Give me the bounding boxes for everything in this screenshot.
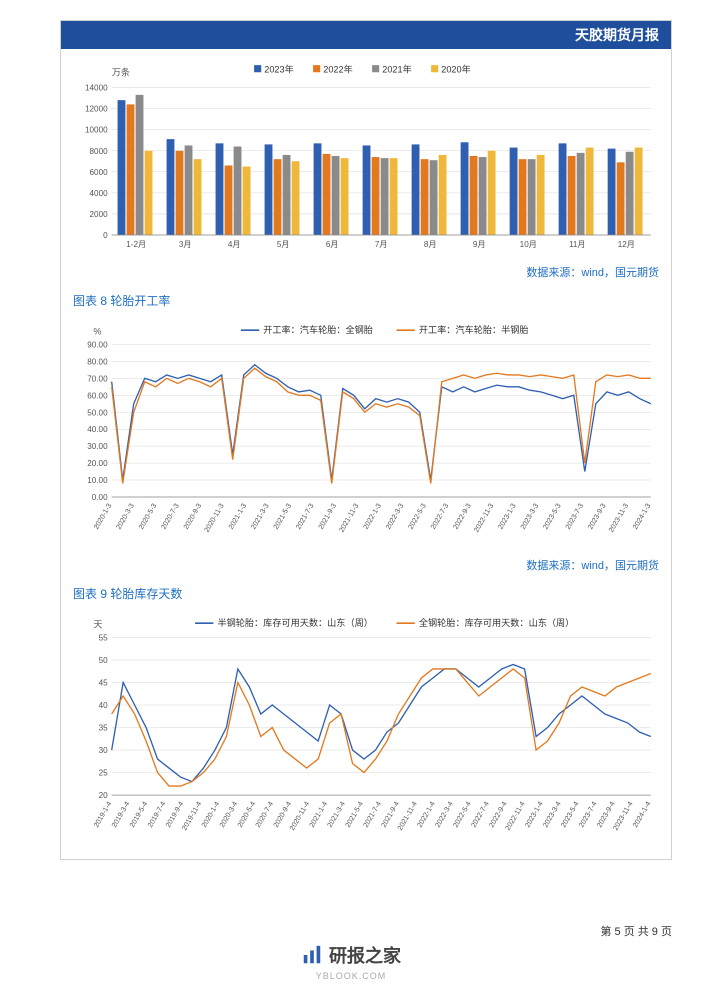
svg-text:10000: 10000 — [85, 126, 108, 135]
svg-text:2022-11-3: 2022-11-3 — [472, 503, 495, 535]
svg-text:2021-3-3: 2021-3-3 — [249, 503, 270, 532]
svg-text:2023-5-3: 2023-5-3 — [542, 503, 563, 532]
svg-text:90.00: 90.00 — [87, 341, 108, 350]
svg-text:10月: 10月 — [520, 240, 537, 249]
svg-text:2020-5-3: 2020-5-3 — [137, 503, 158, 532]
report-header: 天胶期货月报 — [61, 21, 671, 49]
footer: 研报之家 YBLOOK.COM — [0, 942, 702, 981]
chart-1-bar: 0 2000 4000 6000 8000 10000 12000 14000 万条 2023年 2… — [61, 49, 671, 262]
svg-text:6000: 6000 — [90, 168, 109, 177]
svg-text:30: 30 — [99, 746, 109, 755]
svg-text:%: % — [93, 327, 101, 337]
svg-text:7月: 7月 — [375, 240, 388, 249]
svg-text:2024-1-3: 2024-1-3 — [631, 503, 652, 532]
svg-text:2022-3-3: 2022-3-3 — [384, 503, 405, 532]
svg-text:0.00: 0.00 — [92, 493, 108, 502]
svg-text:25: 25 — [99, 769, 109, 778]
svg-text:10.00: 10.00 — [87, 477, 108, 486]
svg-text:1-2月: 1-2月 — [126, 240, 146, 249]
svg-text:4000: 4000 — [90, 189, 109, 198]
svg-text:开工率：汽车轮胎：半钢胎: 开工率：汽车轮胎：半钢胎 — [419, 325, 529, 336]
svg-text:2021-1-3: 2021-1-3 — [227, 503, 248, 532]
svg-text:万条: 万条 — [112, 66, 130, 77]
svg-text:2023-11-3: 2023-11-3 — [607, 503, 630, 535]
svg-text:2024-1-4: 2024-1-4 — [631, 801, 652, 830]
svg-text:30.00: 30.00 — [87, 443, 108, 452]
svg-text:14000: 14000 — [85, 84, 108, 93]
svg-text:2023-1-3: 2023-1-3 — [497, 503, 518, 532]
svg-text:3月: 3月 — [179, 240, 192, 249]
svg-text:开工率：汽车轮胎：全钢胎: 开工率：汽车轮胎：全钢胎 — [263, 325, 373, 336]
svg-text:50: 50 — [99, 656, 109, 665]
svg-text:40: 40 — [99, 701, 109, 710]
svg-text:12月: 12月 — [618, 240, 635, 249]
svg-text:2022-1-3: 2022-1-3 — [362, 503, 383, 532]
svg-text:6月: 6月 — [326, 240, 339, 249]
svg-text:35: 35 — [99, 724, 109, 733]
svg-text:60.00: 60.00 — [87, 392, 108, 401]
svg-text:2022-9-3: 2022-9-3 — [452, 503, 473, 532]
svg-text:20.00: 20.00 — [87, 460, 108, 469]
svg-text:2021-9-3: 2021-9-3 — [317, 503, 338, 532]
svg-text:2023年: 2023年 — [264, 63, 293, 74]
chart-3-line: 20 25 30 35 40 45 50 55 天 半钢轮胎：库存可用天数：山东（周） 全钢轮胎：库… — [61, 604, 671, 858]
svg-text:11月: 11月 — [569, 240, 586, 249]
logo-icon — [301, 944, 323, 966]
svg-text:2020年: 2020年 — [441, 63, 470, 74]
chart-3-title: 图表 9 轮胎库存天数 — [61, 579, 671, 604]
svg-text:2020-9-3: 2020-9-3 — [182, 503, 203, 532]
svg-text:2000: 2000 — [90, 210, 109, 219]
page-number: 第 5 页 共 9 页 — [600, 923, 672, 939]
svg-text:9月: 9月 — [473, 240, 486, 249]
svg-text:2020-1-3: 2020-1-3 — [92, 503, 113, 532]
svg-text:2020-3-3: 2020-3-3 — [115, 503, 136, 532]
svg-text:0: 0 — [103, 231, 108, 240]
svg-text:70.00: 70.00 — [87, 375, 108, 384]
svg-text:2021-5-3: 2021-5-3 — [272, 503, 293, 532]
svg-text:2021-7-3: 2021-7-3 — [294, 503, 315, 532]
svg-text:50.00: 50.00 — [87, 409, 108, 418]
svg-text:2021-11-3: 2021-11-3 — [338, 503, 361, 535]
footer-sub: YBLOOK.COM — [0, 971, 702, 981]
svg-text:12000: 12000 — [85, 105, 108, 114]
svg-text:2022年: 2022年 — [323, 63, 352, 74]
svg-text:2020-7-3: 2020-7-3 — [160, 503, 181, 532]
svg-text:天: 天 — [93, 620, 102, 630]
svg-text:2021年: 2021年 — [382, 63, 411, 74]
svg-text:2022-7-3: 2022-7-3 — [429, 503, 450, 532]
svg-text:2023-3-3: 2023-3-3 — [519, 503, 540, 532]
svg-text:8月: 8月 — [424, 240, 437, 249]
svg-text:20: 20 — [99, 792, 109, 801]
footer-brand: 研报之家 — [329, 942, 401, 968]
svg-text:半钢轮胎：库存可用天数：山东（周）: 半钢轮胎：库存可用天数：山东（周） — [217, 618, 372, 629]
chart-2-line: 0.00 10.00 20.00 30.00 40.00 50.00 60.00 70.00 8… — [61, 311, 671, 555]
svg-text:4月: 4月 — [228, 240, 241, 249]
svg-text:2023-7-3: 2023-7-3 — [564, 503, 585, 532]
svg-text:80.00: 80.00 — [87, 358, 108, 367]
chart-2-title: 图表 8 轮胎开工率 — [61, 286, 671, 311]
svg-text:2020-11-3: 2020-11-3 — [203, 503, 226, 535]
svg-text:55: 55 — [99, 634, 109, 643]
svg-text:40.00: 40.00 — [87, 426, 108, 435]
source-1: 数据来源：wind，国元期货 — [61, 262, 671, 286]
source-2: 数据来源：wind，国元期货 — [61, 555, 671, 579]
svg-text:45: 45 — [99, 679, 109, 688]
svg-text:8000: 8000 — [90, 147, 109, 156]
svg-text:2023-9-3: 2023-9-3 — [586, 503, 607, 532]
svg-text:2022-5-3: 2022-5-3 — [407, 503, 428, 532]
svg-text:5月: 5月 — [277, 240, 290, 249]
svg-text:全钢轮胎：库存可用天数：山东（周）: 全钢轮胎：库存可用天数：山东（周） — [419, 618, 574, 629]
